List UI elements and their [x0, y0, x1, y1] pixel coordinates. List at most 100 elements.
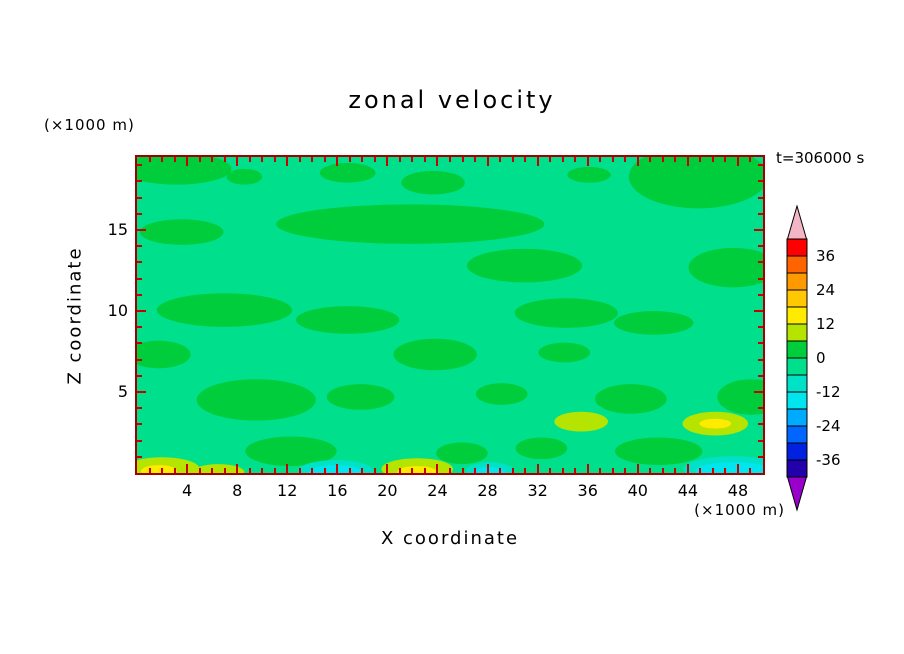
axis-tick [248, 468, 251, 473]
axis-tick [137, 196, 142, 199]
axis-tick [599, 157, 602, 162]
contour-patch [436, 442, 488, 465]
axis-tick [724, 157, 727, 162]
axis-tick [286, 157, 289, 166]
contour-patch [717, 379, 763, 415]
axis-tick [754, 390, 763, 393]
axis-tick [511, 157, 514, 162]
axis-tick [137, 342, 142, 345]
axis-tick [348, 468, 351, 473]
axis-tick [758, 164, 763, 167]
contour-patch [554, 411, 608, 432]
axis-tick [636, 157, 639, 166]
axis-tick [461, 468, 464, 473]
axis-tick [137, 261, 142, 264]
axis-tick [137, 293, 142, 296]
contour-patch [276, 204, 545, 244]
x-tick-label: 16 [327, 481, 348, 500]
axis-tick [758, 407, 763, 410]
axis-tick [461, 157, 464, 162]
colorbar-arrow-up [786, 205, 808, 240]
contour-patch [397, 466, 438, 473]
axis-tick [561, 157, 564, 162]
axis-tick [173, 468, 176, 473]
axis-tick [336, 157, 339, 166]
y-tick-label: 15 [107, 219, 128, 239]
axis-tick [758, 358, 763, 361]
axis-tick [474, 157, 477, 162]
contour-field [137, 157, 763, 473]
colorbar-segment [786, 238, 808, 257]
axis-tick [236, 157, 239, 166]
axis-tick [754, 309, 763, 312]
x-tick-label: 44 [677, 481, 699, 500]
axis-tick [499, 468, 502, 473]
axis-tick [223, 468, 226, 473]
axis-tick [148, 468, 151, 473]
axis-tick [137, 358, 142, 361]
axis-tick [298, 468, 301, 473]
colorbar-tick-label: 24 [816, 281, 836, 299]
colorbar-segment [786, 459, 808, 478]
axis-tick [586, 157, 589, 166]
x-tick-label: 32 [527, 481, 548, 500]
colorbar-tick-label: -24 [816, 417, 841, 435]
timestamp-label: t=306000 s [776, 149, 865, 167]
axis-tick [449, 157, 451, 162]
axis-tick [336, 464, 339, 473]
axis-tick [611, 468, 614, 473]
axis-tick [758, 180, 763, 183]
axis-tick [611, 157, 614, 162]
axis-tick [574, 157, 577, 162]
contour-patch [192, 464, 245, 473]
axis-tick [486, 157, 489, 166]
x-tick-label: 12 [277, 481, 298, 500]
contour-patch [688, 247, 763, 288]
axis-tick [649, 468, 652, 473]
axis-tick [524, 468, 527, 473]
contour-patch [139, 219, 224, 245]
contour-patch [475, 383, 528, 405]
y-tick-label: 10 [107, 300, 128, 320]
axis-tick [236, 464, 239, 473]
colorbar-arrow-down [786, 476, 808, 512]
axis-tick [423, 468, 426, 473]
chart-title: zonal velocity [348, 86, 556, 114]
axis-tick [758, 423, 763, 426]
colorbar-tick-label: 12 [816, 315, 836, 333]
contour-patch [226, 168, 263, 185]
axis-tick [161, 468, 164, 473]
colorbar-segment [786, 306, 808, 325]
axis-tick [599, 468, 602, 473]
plot-area [135, 155, 765, 475]
colorbar-tick-label: -12 [816, 383, 841, 401]
axis-tick [261, 468, 264, 473]
axis-tick [624, 157, 627, 162]
x-tick-label: 8 [232, 481, 243, 500]
axis-tick [186, 464, 189, 473]
contour-patch [319, 162, 376, 183]
y-axis-title-text: Z coordinate [64, 245, 86, 385]
axis-tick [198, 468, 201, 473]
axis-tick [758, 342, 763, 345]
axis-tick [499, 157, 502, 162]
colorbar-segment [786, 289, 808, 308]
x-tick-label: 48 [727, 481, 749, 500]
contour-patch [699, 418, 732, 429]
colorbar-segment [786, 340, 808, 359]
contour-patch [614, 437, 703, 466]
x-tick-label: 24 [427, 481, 448, 500]
axis-tick [186, 157, 189, 166]
axis-tick [361, 468, 364, 473]
axis-tick [198, 157, 201, 162]
axis-tick [323, 468, 326, 473]
axis-tick [749, 468, 752, 473]
axis-tick [137, 212, 142, 215]
axis-tick [386, 464, 389, 473]
axis-tick [423, 157, 426, 162]
axis-tick [661, 468, 664, 473]
colorbar-segment [786, 442, 808, 461]
axis-tick [211, 468, 214, 473]
contour-patch [137, 340, 191, 369]
contour-patch [196, 379, 316, 421]
